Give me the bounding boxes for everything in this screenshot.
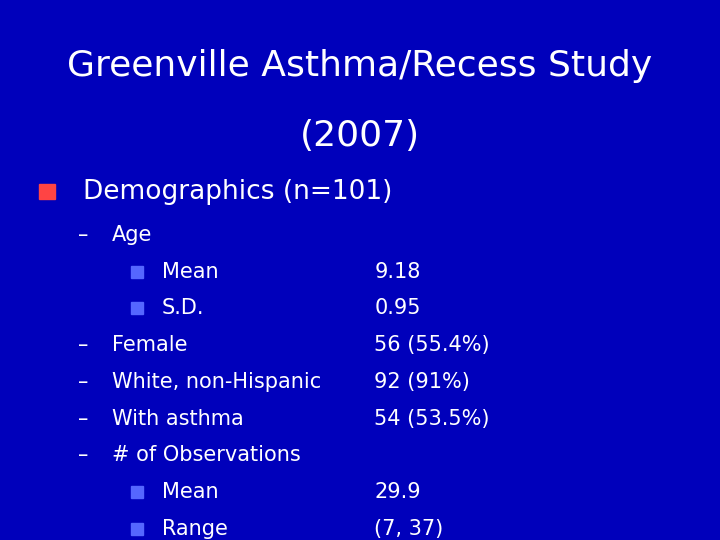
FancyBboxPatch shape (39, 184, 55, 199)
Text: Range: Range (162, 518, 228, 539)
Text: S.D.: S.D. (162, 298, 204, 319)
FancyBboxPatch shape (131, 266, 143, 278)
Text: –: – (78, 445, 88, 465)
Text: (7, 37): (7, 37) (374, 518, 444, 539)
Text: –: – (78, 335, 88, 355)
Text: White, non-Hispanic: White, non-Hispanic (112, 372, 321, 392)
Text: Mean: Mean (162, 482, 219, 502)
Text: 0.95: 0.95 (374, 298, 421, 319)
Text: Demographics (n=101): Demographics (n=101) (83, 179, 392, 205)
Text: –: – (78, 372, 88, 392)
Text: Mean: Mean (162, 261, 219, 282)
Text: 54 (53.5%): 54 (53.5%) (374, 408, 490, 429)
Text: 29.9: 29.9 (374, 482, 421, 502)
Text: Greenville Asthma/Recess Study: Greenville Asthma/Recess Study (68, 49, 652, 83)
Text: –: – (78, 225, 88, 245)
Text: Age: Age (112, 225, 152, 245)
Text: With asthma: With asthma (112, 408, 243, 429)
Text: (2007): (2007) (300, 119, 420, 153)
Text: 56 (55.4%): 56 (55.4%) (374, 335, 490, 355)
Text: 92 (91%): 92 (91%) (374, 372, 470, 392)
FancyBboxPatch shape (131, 523, 143, 535)
Text: 9.18: 9.18 (374, 261, 420, 282)
FancyBboxPatch shape (131, 486, 143, 498)
Text: –: – (78, 408, 88, 429)
FancyBboxPatch shape (131, 302, 143, 314)
Text: Female: Female (112, 335, 187, 355)
Text: # of Observations: # of Observations (112, 445, 300, 465)
